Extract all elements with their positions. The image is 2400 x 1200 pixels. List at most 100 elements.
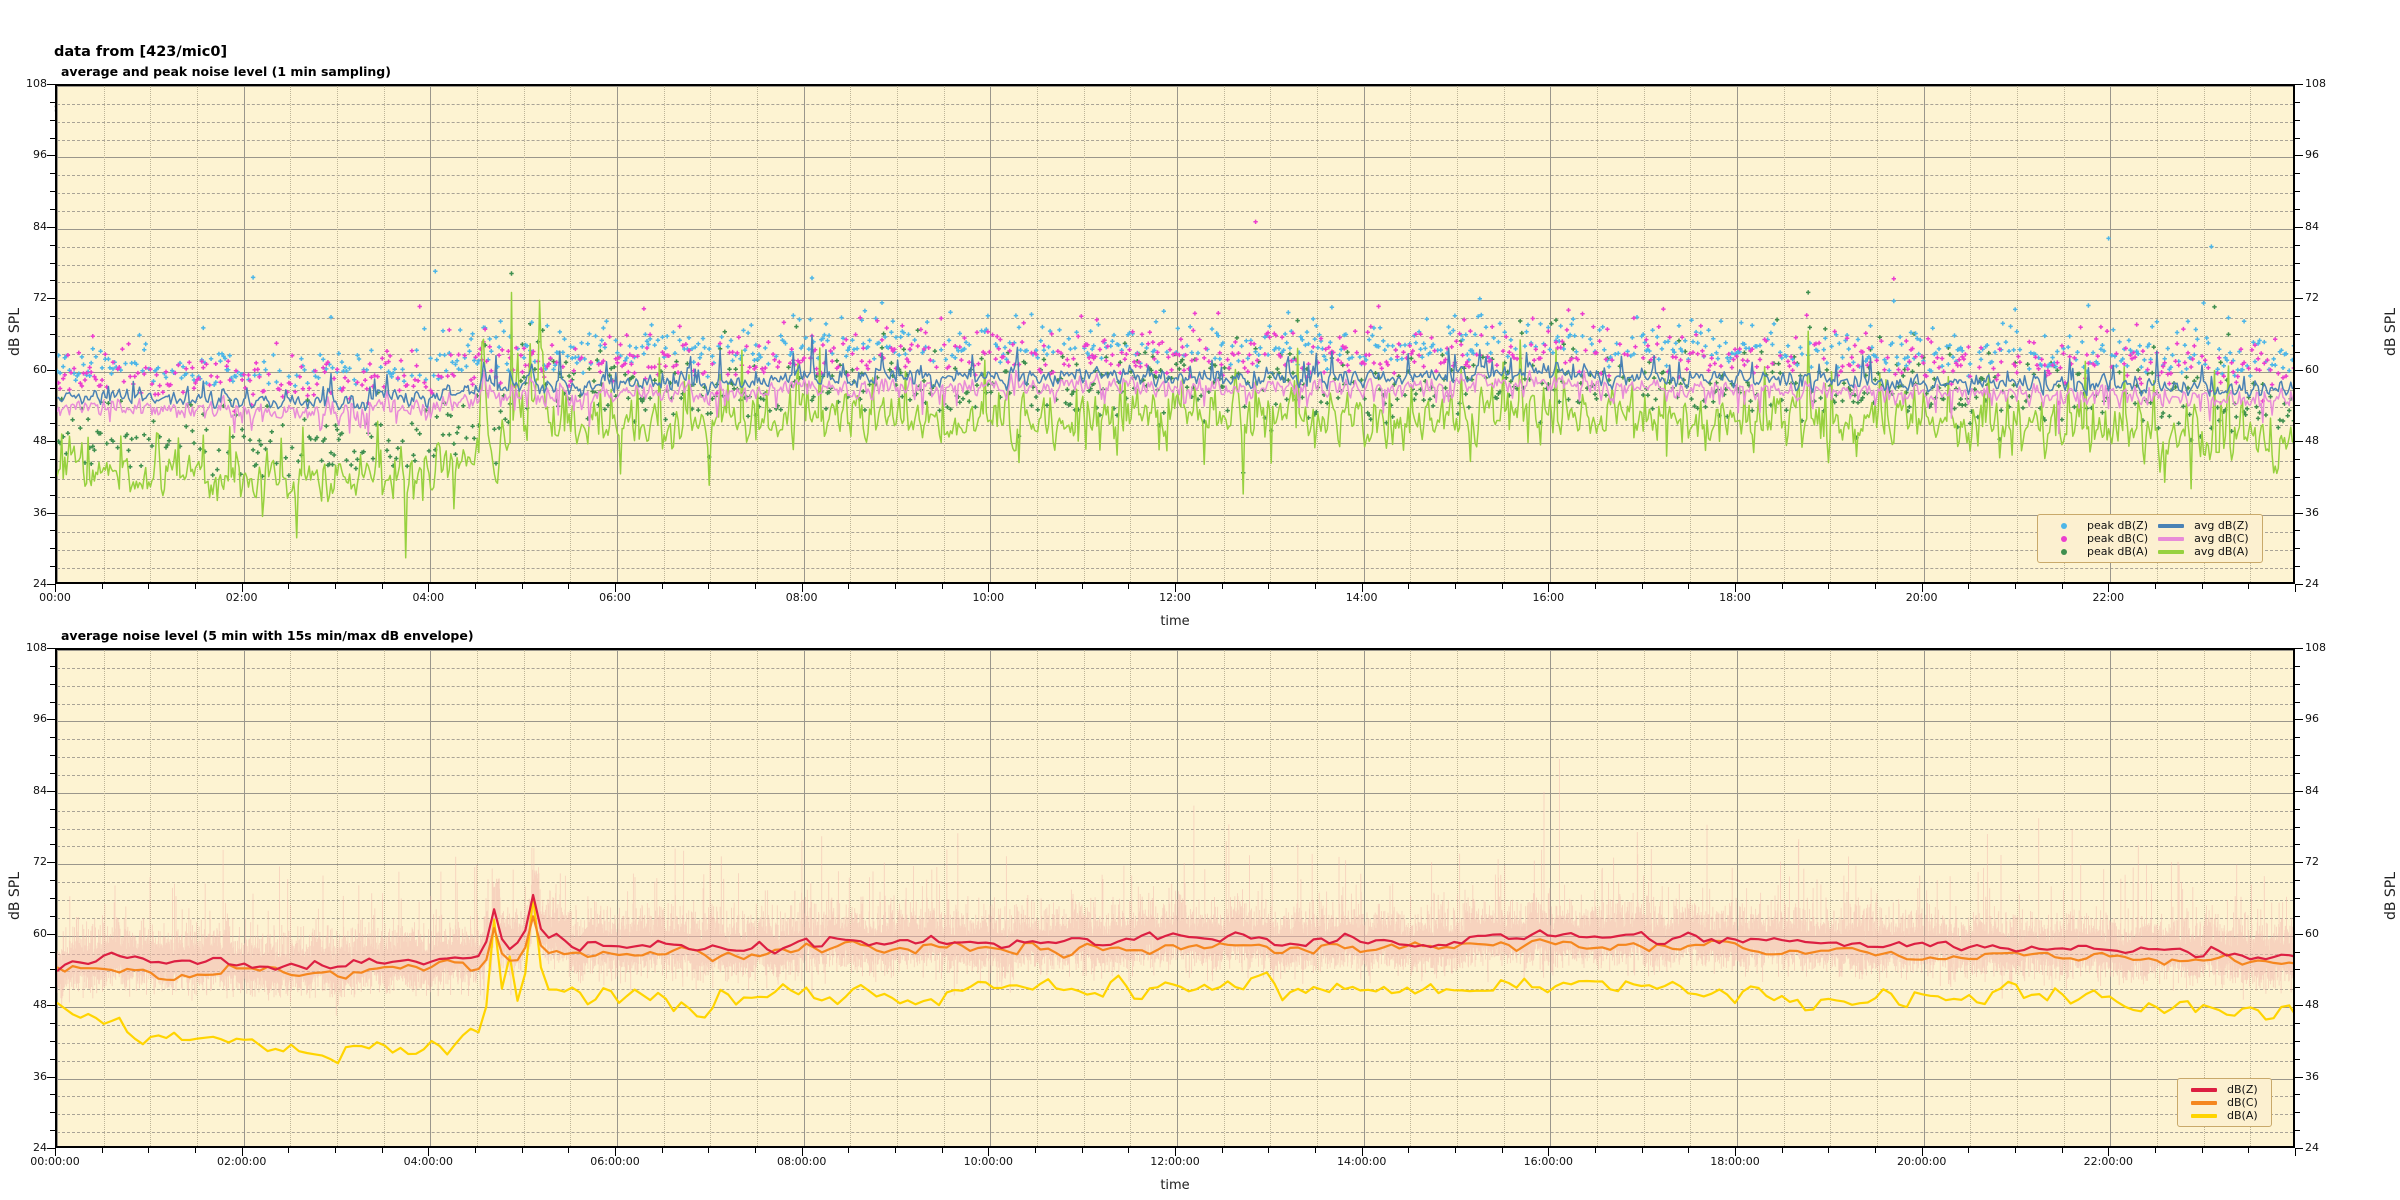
- gridline-minor-horizontal: [57, 479, 2293, 480]
- y-tickmark: [2295, 226, 2303, 228]
- x-tickmark: [2248, 584, 2250, 589]
- y-tick-label: 72: [33, 855, 47, 869]
- y-tickmark: [2295, 584, 2303, 585]
- gridline-minor-horizontal: [57, 704, 2293, 705]
- legend-marker-swatch: [2046, 532, 2084, 545]
- y-tickmark: [50, 244, 55, 246]
- x-tickmark: [195, 584, 196, 589]
- legend-marker-swatch: [2046, 545, 2084, 558]
- x-tickmark: [475, 584, 476, 589]
- x-tickmark: [988, 584, 990, 592]
- gridline-minor-horizontal: [57, 1114, 2293, 1115]
- gridline-minor-horizontal: [57, 568, 2293, 569]
- x-tickmark: [521, 584, 523, 589]
- gridline-major-vertical: [2110, 86, 2111, 582]
- x-tickmark: [1875, 1148, 1876, 1153]
- y-tickmark: [2295, 1005, 2303, 1007]
- y-tickmark: [2295, 987, 2300, 989]
- gridline-minor-vertical: [150, 650, 151, 1146]
- y-tickmark: [47, 441, 55, 443]
- gridline-minor-horizontal: [57, 1132, 2293, 1133]
- gridline-minor-vertical: [850, 650, 851, 1146]
- legend-top[interactable]: peak dB(Z) avg dB(Z) peak dB(C) avg dB(C) pe…: [2037, 514, 2263, 563]
- x-tickmark: [2108, 584, 2110, 592]
- x-tickmark: [1361, 1148, 1363, 1156]
- y-tick-label: 72: [2305, 291, 2319, 305]
- gridline-minor-vertical: [1784, 86, 1785, 582]
- gridline-major-vertical: [1924, 650, 1925, 1146]
- gridline-minor-vertical: [757, 86, 758, 582]
- legend-marker-label: peak dB(C): [2087, 532, 2149, 545]
- x-tickmark: [2155, 1148, 2156, 1153]
- peak-markers: [57, 236, 2293, 391]
- x-tickmark: [1175, 1148, 1176, 1156]
- y-tickmark: [2295, 298, 2303, 300]
- y-tickmark: [50, 351, 55, 353]
- gridline-minor-horizontal: [57, 247, 2293, 248]
- y-tickmark: [2295, 369, 2303, 371]
- plot-area-bottom[interactable]: [55, 648, 2295, 1148]
- y-tickmark: [47, 298, 55, 300]
- gridline-major-horizontal: [57, 372, 2293, 373]
- header-line-source: data from [423/mic0]: [54, 44, 228, 61]
- gridline-minor-vertical: [1410, 86, 1411, 582]
- gridline-minor-horizontal: [57, 104, 2293, 105]
- gridline-minor-horizontal: [57, 1096, 2293, 1097]
- legend-line-label: dB(A): [2227, 1109, 2258, 1122]
- gridline-minor-horizontal: [57, 882, 2293, 883]
- x-tickmark: [1641, 1148, 1643, 1153]
- gridline-major-horizontal: [57, 1007, 2293, 1008]
- x-tickmark: [2295, 584, 2296, 592]
- y-tickmark: [2295, 755, 2300, 757]
- y-tickmark: [47, 719, 55, 721]
- gridline-minor-vertical: [524, 86, 525, 582]
- x-tickmark: [1315, 584, 1316, 589]
- x-tickmark: [1455, 1148, 1456, 1153]
- y-tickmark: [2295, 405, 2300, 407]
- gridline-minor-horizontal: [57, 318, 2293, 319]
- y-tickmark: [50, 1023, 55, 1024]
- y-tick-label: 60: [2305, 926, 2319, 940]
- y-tickmark: [47, 226, 55, 228]
- x-tickmark: [1501, 1148, 1503, 1153]
- gridline-minor-vertical: [1690, 86, 1691, 582]
- chart-title-bottom: average noise level (5 min with 15s min/…: [61, 628, 474, 643]
- y-tick-label: 96: [2305, 148, 2319, 162]
- gridline-major-horizontal: [57, 650, 2293, 651]
- x-tickmark: [475, 1148, 476, 1153]
- y-tickmark: [50, 880, 55, 882]
- gridline-minor-horizontal: [57, 1061, 2293, 1062]
- x-tickmark: [1548, 1148, 1550, 1156]
- x-tickmark: [1921, 1148, 1923, 1156]
- gridline-minor-vertical: [477, 86, 478, 582]
- y-tickmark: [2295, 808, 2300, 810]
- legend-row: peak dB(Z) avg dB(Z): [2046, 519, 2254, 532]
- x-tick-label: 00:00:00: [30, 1155, 80, 1168]
- gridline-minor-horizontal: [57, 971, 2293, 972]
- x-tick-label: 04:00: [412, 591, 445, 604]
- y-tickmark: [50, 987, 55, 989]
- y-tickmark: [50, 898, 55, 899]
- x-tickmark: [708, 1148, 710, 1153]
- y-tick-label: 24: [33, 1141, 47, 1154]
- gridline-major-vertical: [804, 650, 805, 1146]
- y-tickmark: [2295, 898, 2300, 899]
- y-tickmark: [50, 969, 55, 971]
- gridline-minor-vertical: [1317, 86, 1318, 582]
- y-tickmark: [47, 155, 55, 157]
- y-tickmark: [50, 844, 55, 846]
- x-tickmark: [195, 1148, 196, 1153]
- gridline-minor-vertical: [1130, 650, 1131, 1146]
- peak-markers: [57, 219, 2293, 414]
- gridline-minor-vertical: [1597, 86, 1598, 582]
- x-tickmark: [1735, 1148, 1736, 1156]
- legend-line-label: avg dB(Z): [2194, 519, 2249, 532]
- y-tickmark: [47, 584, 55, 585]
- gridline-major-vertical: [990, 650, 991, 1146]
- plot-area-top[interactable]: [55, 84, 2295, 584]
- x-tickmark: [848, 584, 850, 589]
- legend-bottom[interactable]: dB(Z) dB(C) dB(A): [2177, 1078, 2272, 1127]
- gridline-minor-vertical: [2250, 86, 2251, 582]
- x-tickmark: [2201, 584, 2203, 589]
- x-tickmark: [1688, 1148, 1690, 1153]
